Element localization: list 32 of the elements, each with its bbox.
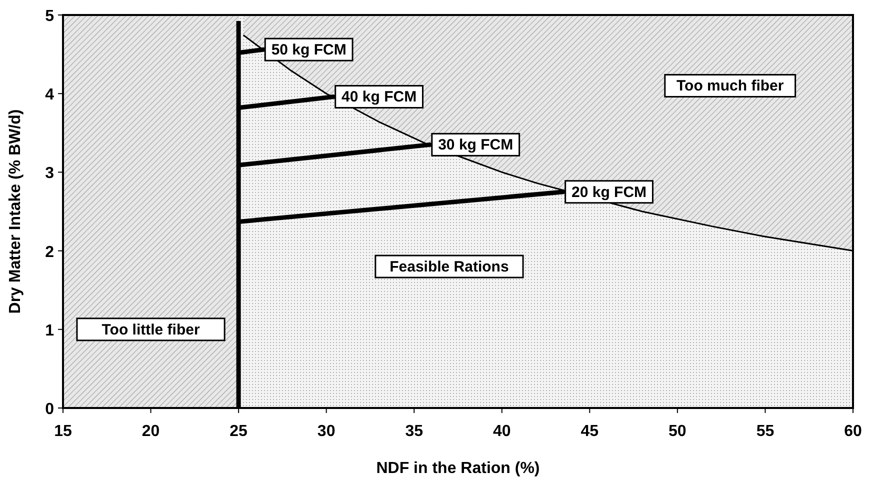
label-box: 20 kg FCM xyxy=(564,180,654,204)
x-tick-label: 35 xyxy=(405,423,424,440)
x-tick-label: 50 xyxy=(668,423,686,440)
x-tick-label: 15 xyxy=(54,423,72,440)
label-box: 40 kg FCM xyxy=(334,85,424,108)
x-tick-label: 20 xyxy=(142,423,160,440)
x-tick-label: 25 xyxy=(230,423,248,440)
series-label: 50 kg FCM xyxy=(271,42,346,59)
label-box: 30 kg FCM xyxy=(431,132,520,156)
x-tick-label: 55 xyxy=(756,423,774,440)
annotation: Feasible Rations xyxy=(390,258,509,276)
y-tick-label: 2 xyxy=(45,244,54,261)
band-label: Too little fiber xyxy=(102,321,200,338)
series-label: 30 kg FCM xyxy=(438,136,514,154)
y-tick-label: 0 xyxy=(45,401,54,418)
x-tick-label: 45 xyxy=(580,423,599,440)
series-label: 40 kg FCM xyxy=(342,88,417,106)
y-tick-label: 1 xyxy=(45,322,54,340)
label-box: Too little fiber xyxy=(76,318,226,342)
y-axis-title: Dry Matter Intake (% BW/d) xyxy=(7,109,24,314)
y-tick-label: 3 xyxy=(45,165,54,182)
series-label: 20 kg FCM xyxy=(572,184,647,201)
y-tick-label: 4 xyxy=(45,86,54,104)
x-tick-label: 60 xyxy=(844,423,862,440)
x-tick-label: 30 xyxy=(317,423,336,440)
x-tick-label: 40 xyxy=(492,423,511,440)
label-box: Feasible Rations xyxy=(374,254,524,278)
label-box: 50 kg FCM xyxy=(264,38,354,62)
x-axis-title: NDF in the Ration (%) xyxy=(376,460,540,477)
annotation: Too much fiber xyxy=(676,78,784,95)
y-tick-label: 5 xyxy=(45,8,54,25)
label-box: Too much fiber xyxy=(664,74,796,98)
